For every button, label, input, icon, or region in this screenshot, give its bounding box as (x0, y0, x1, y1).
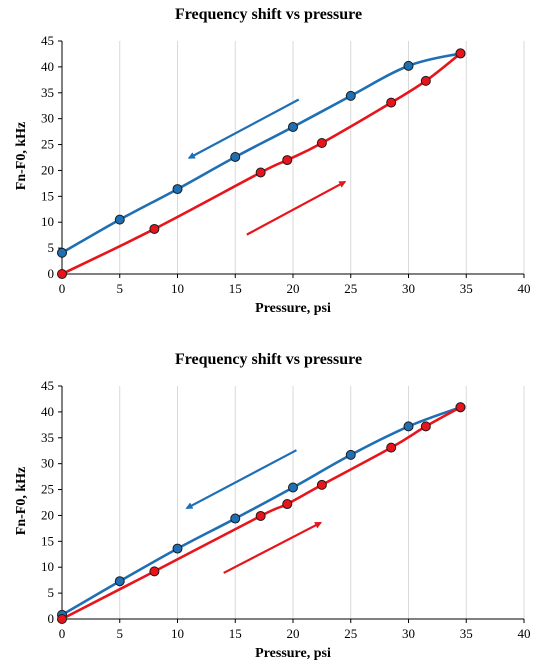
y-tick-label: 10 (41, 214, 54, 229)
x-tick-label: 0 (59, 281, 66, 296)
y-tick-label: 30 (41, 456, 54, 471)
chart-1-x-axis-label: Pressure, psi (255, 301, 331, 316)
x-tick-label: 20 (287, 281, 300, 296)
chart-1-title: Frequency shift vs pressure (174, 6, 363, 23)
x-tick-label: 25 (344, 281, 357, 296)
series-1-point (230, 151, 241, 162)
y-tick-label: 45 (41, 33, 54, 48)
series-2-point (255, 167, 266, 178)
series-2-point (255, 510, 266, 521)
x-tick-label: 35 (460, 626, 473, 641)
y-tick-label: 5 (48, 240, 55, 255)
series-2-point (149, 566, 160, 577)
series-2-point (455, 48, 466, 59)
series-2-point (420, 421, 431, 432)
y-tick-label: 40 (41, 59, 54, 74)
series-1-point (172, 184, 183, 195)
chart-2: Frequency shift vs pressure Fn-F0, kHz P… (0, 345, 537, 666)
series-2-point (455, 402, 466, 413)
direction-arrow-2 (246, 180, 347, 236)
series-1-line (61, 406, 461, 616)
y-tick-label: 15 (41, 188, 54, 203)
series-2-point (57, 614, 67, 624)
series-1-point (288, 482, 298, 493)
x-tick-label: 30 (402, 626, 415, 641)
series-2-point (57, 269, 67, 279)
series-2-point (316, 138, 327, 149)
series-1-point (230, 513, 241, 524)
series-1-point (403, 60, 414, 71)
y-tick-label: 35 (41, 85, 54, 100)
y-tick-label: 10 (41, 559, 54, 574)
x-tick-label: 15 (229, 626, 242, 641)
y-tick-label: 45 (41, 378, 54, 393)
chart-2-x-axis-label: Pressure, psi (255, 646, 331, 661)
series-1-point (172, 543, 183, 554)
y-tick-label: 5 (48, 585, 55, 600)
x-tick-label: 10 (171, 626, 184, 641)
y-tick-label: 20 (41, 162, 54, 177)
y-tick-label: 35 (41, 430, 54, 445)
series-1-point (345, 449, 356, 460)
series-2-point (386, 442, 397, 453)
x-tick-label: 20 (287, 626, 300, 641)
y-tick-label: 30 (41, 111, 54, 126)
y-tick-label: 25 (41, 137, 54, 152)
series-2-point (282, 499, 293, 510)
series-1-line (61, 52, 461, 254)
direction-arrow-2 (223, 521, 322, 574)
y-tick-label: 25 (41, 482, 54, 497)
series-1-point (288, 121, 298, 132)
series-2-point (316, 479, 327, 490)
x-tick-label: 10 (171, 281, 184, 296)
series-1-point (345, 90, 356, 101)
series-2-point (282, 155, 293, 166)
series-1-point (403, 421, 414, 432)
chart-2-plot: 0 5 10 15 20 25 30 35 40 45 0 5 10 15 20 25 30 35 40 (41, 378, 531, 641)
y-tick-label: 20 (41, 507, 54, 522)
series-2-point (420, 75, 431, 86)
x-tick-label: 15 (229, 281, 242, 296)
series-1-point (114, 576, 125, 587)
y-tick-label: 15 (41, 533, 54, 548)
series-1-point (114, 214, 125, 225)
series-2-point (386, 97, 397, 108)
direction-arrow-1 (187, 98, 300, 159)
y-tick-label: 0 (48, 266, 55, 281)
x-tick-label: 5 (117, 281, 124, 296)
chart-2-title: Frequency shift vs pressure (174, 351, 363, 368)
series-2-line (61, 52, 462, 276)
x-tick-label: 40 (518, 281, 531, 296)
x-tick-label: 25 (344, 626, 357, 641)
x-tick-label: 30 (402, 281, 415, 296)
x-tick-label: 5 (117, 626, 124, 641)
series-2-point (149, 223, 160, 234)
direction-arrow-1 (185, 449, 297, 510)
chart-1-plot: 0 5 10 15 20 25 30 35 40 45 0 5 10 15 20 25 30 35 40 (41, 33, 531, 296)
series-1-point (57, 247, 67, 258)
y-tick-label: 40 (41, 404, 54, 419)
y-tick-label: 0 (48, 611, 55, 626)
x-tick-label: 35 (460, 281, 473, 296)
x-tick-label: 0 (59, 626, 66, 641)
x-tick-label: 40 (518, 626, 531, 641)
chart-1: Frequency shift vs pressure Fn-F0, kHz P… (14, 6, 531, 316)
